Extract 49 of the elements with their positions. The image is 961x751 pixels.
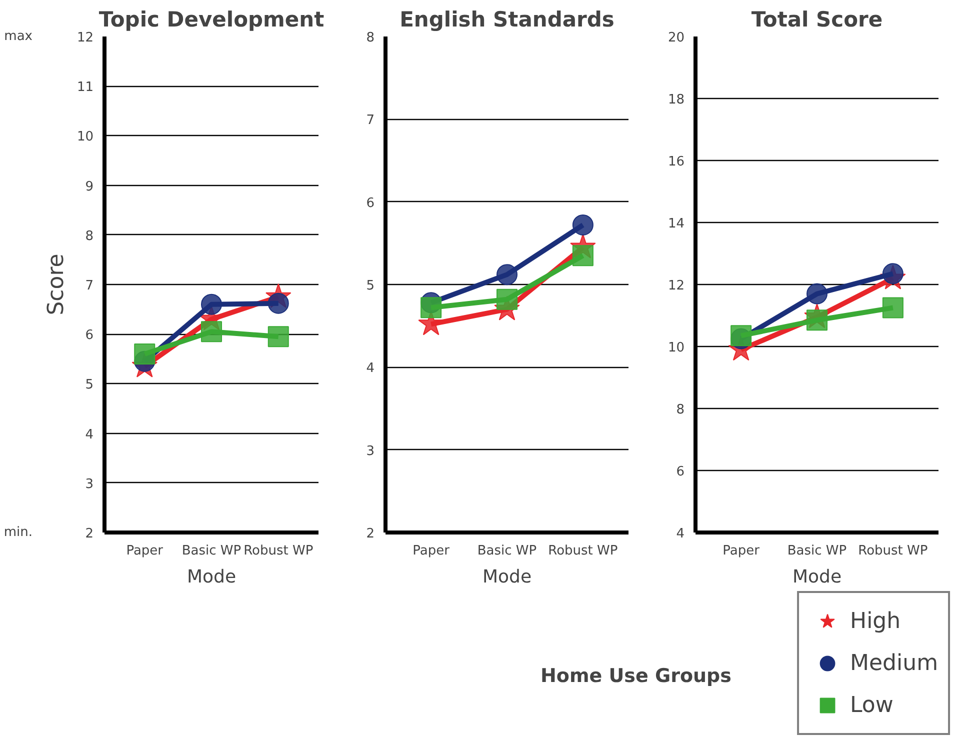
x-tick-label: Robust WP [858,544,928,558]
x-axis-title: Mode [482,566,532,588]
x-tick-label: Robust WP [548,544,618,558]
y-tick-label: 14 [668,216,685,232]
legend-title: Home Use Groups [540,664,732,687]
x-tick-label: Paper [126,544,164,558]
y-tick-label: 11 [76,80,94,96]
y-tick-label: 4 [85,427,94,442]
y-tick-label: 20 [668,30,685,46]
legend-label: Low [850,692,894,718]
y-tick-label: 5 [366,278,375,294]
y-tick-label: 6 [676,464,685,480]
y-tick-label: 4 [366,361,375,376]
legend-label: Medium [850,650,938,676]
x-tick-label: Paper [412,544,450,558]
y-tick-label: 8 [676,402,685,418]
legend-label: High [850,608,901,634]
x-tick-label: Paper [722,544,760,558]
y-tick-label: 6 [366,196,375,211]
y-tick-label: 7 [85,278,94,294]
x-tick-label: Robust WP [244,544,314,558]
x-tick-label: Basic WP [182,544,242,558]
chart-title: Total Score [751,8,883,32]
x-tick-label: Basic WP [787,544,847,558]
y-tick-label: 18 [668,92,685,108]
y-tick-label: 4 [676,526,685,542]
y-tick-label: 12 [76,30,94,46]
y-tick-label: 3 [85,476,94,492]
y-tick-label: 9 [85,179,94,194]
y-tick-label: 2 [366,526,375,542]
x-tick-label: Basic WP [477,544,537,558]
y-tick-label: 10 [76,130,94,145]
text: max [4,29,33,44]
y-tick-label: 7 [366,113,375,128]
y-tick-label: 8 [85,228,94,244]
y-axis-title: Score [44,254,69,316]
chart-title: English Standards [400,8,614,32]
y-tick-label: 8 [366,30,375,46]
y-tick-label: 16 [668,154,685,170]
chart-title: Topic Development [98,8,324,32]
x-axis-title: Mode [792,566,842,588]
y-tick-label: 10 [668,340,685,356]
y-tick-label: 12 [668,278,685,294]
x-axis-title: Mode [186,566,236,588]
y-tick-label: 3 [366,444,375,459]
text: min. [4,525,33,540]
y-tick-label: 5 [85,378,94,393]
y-tick-label: 2 [85,526,94,542]
y-tick-label: 6 [85,328,94,344]
